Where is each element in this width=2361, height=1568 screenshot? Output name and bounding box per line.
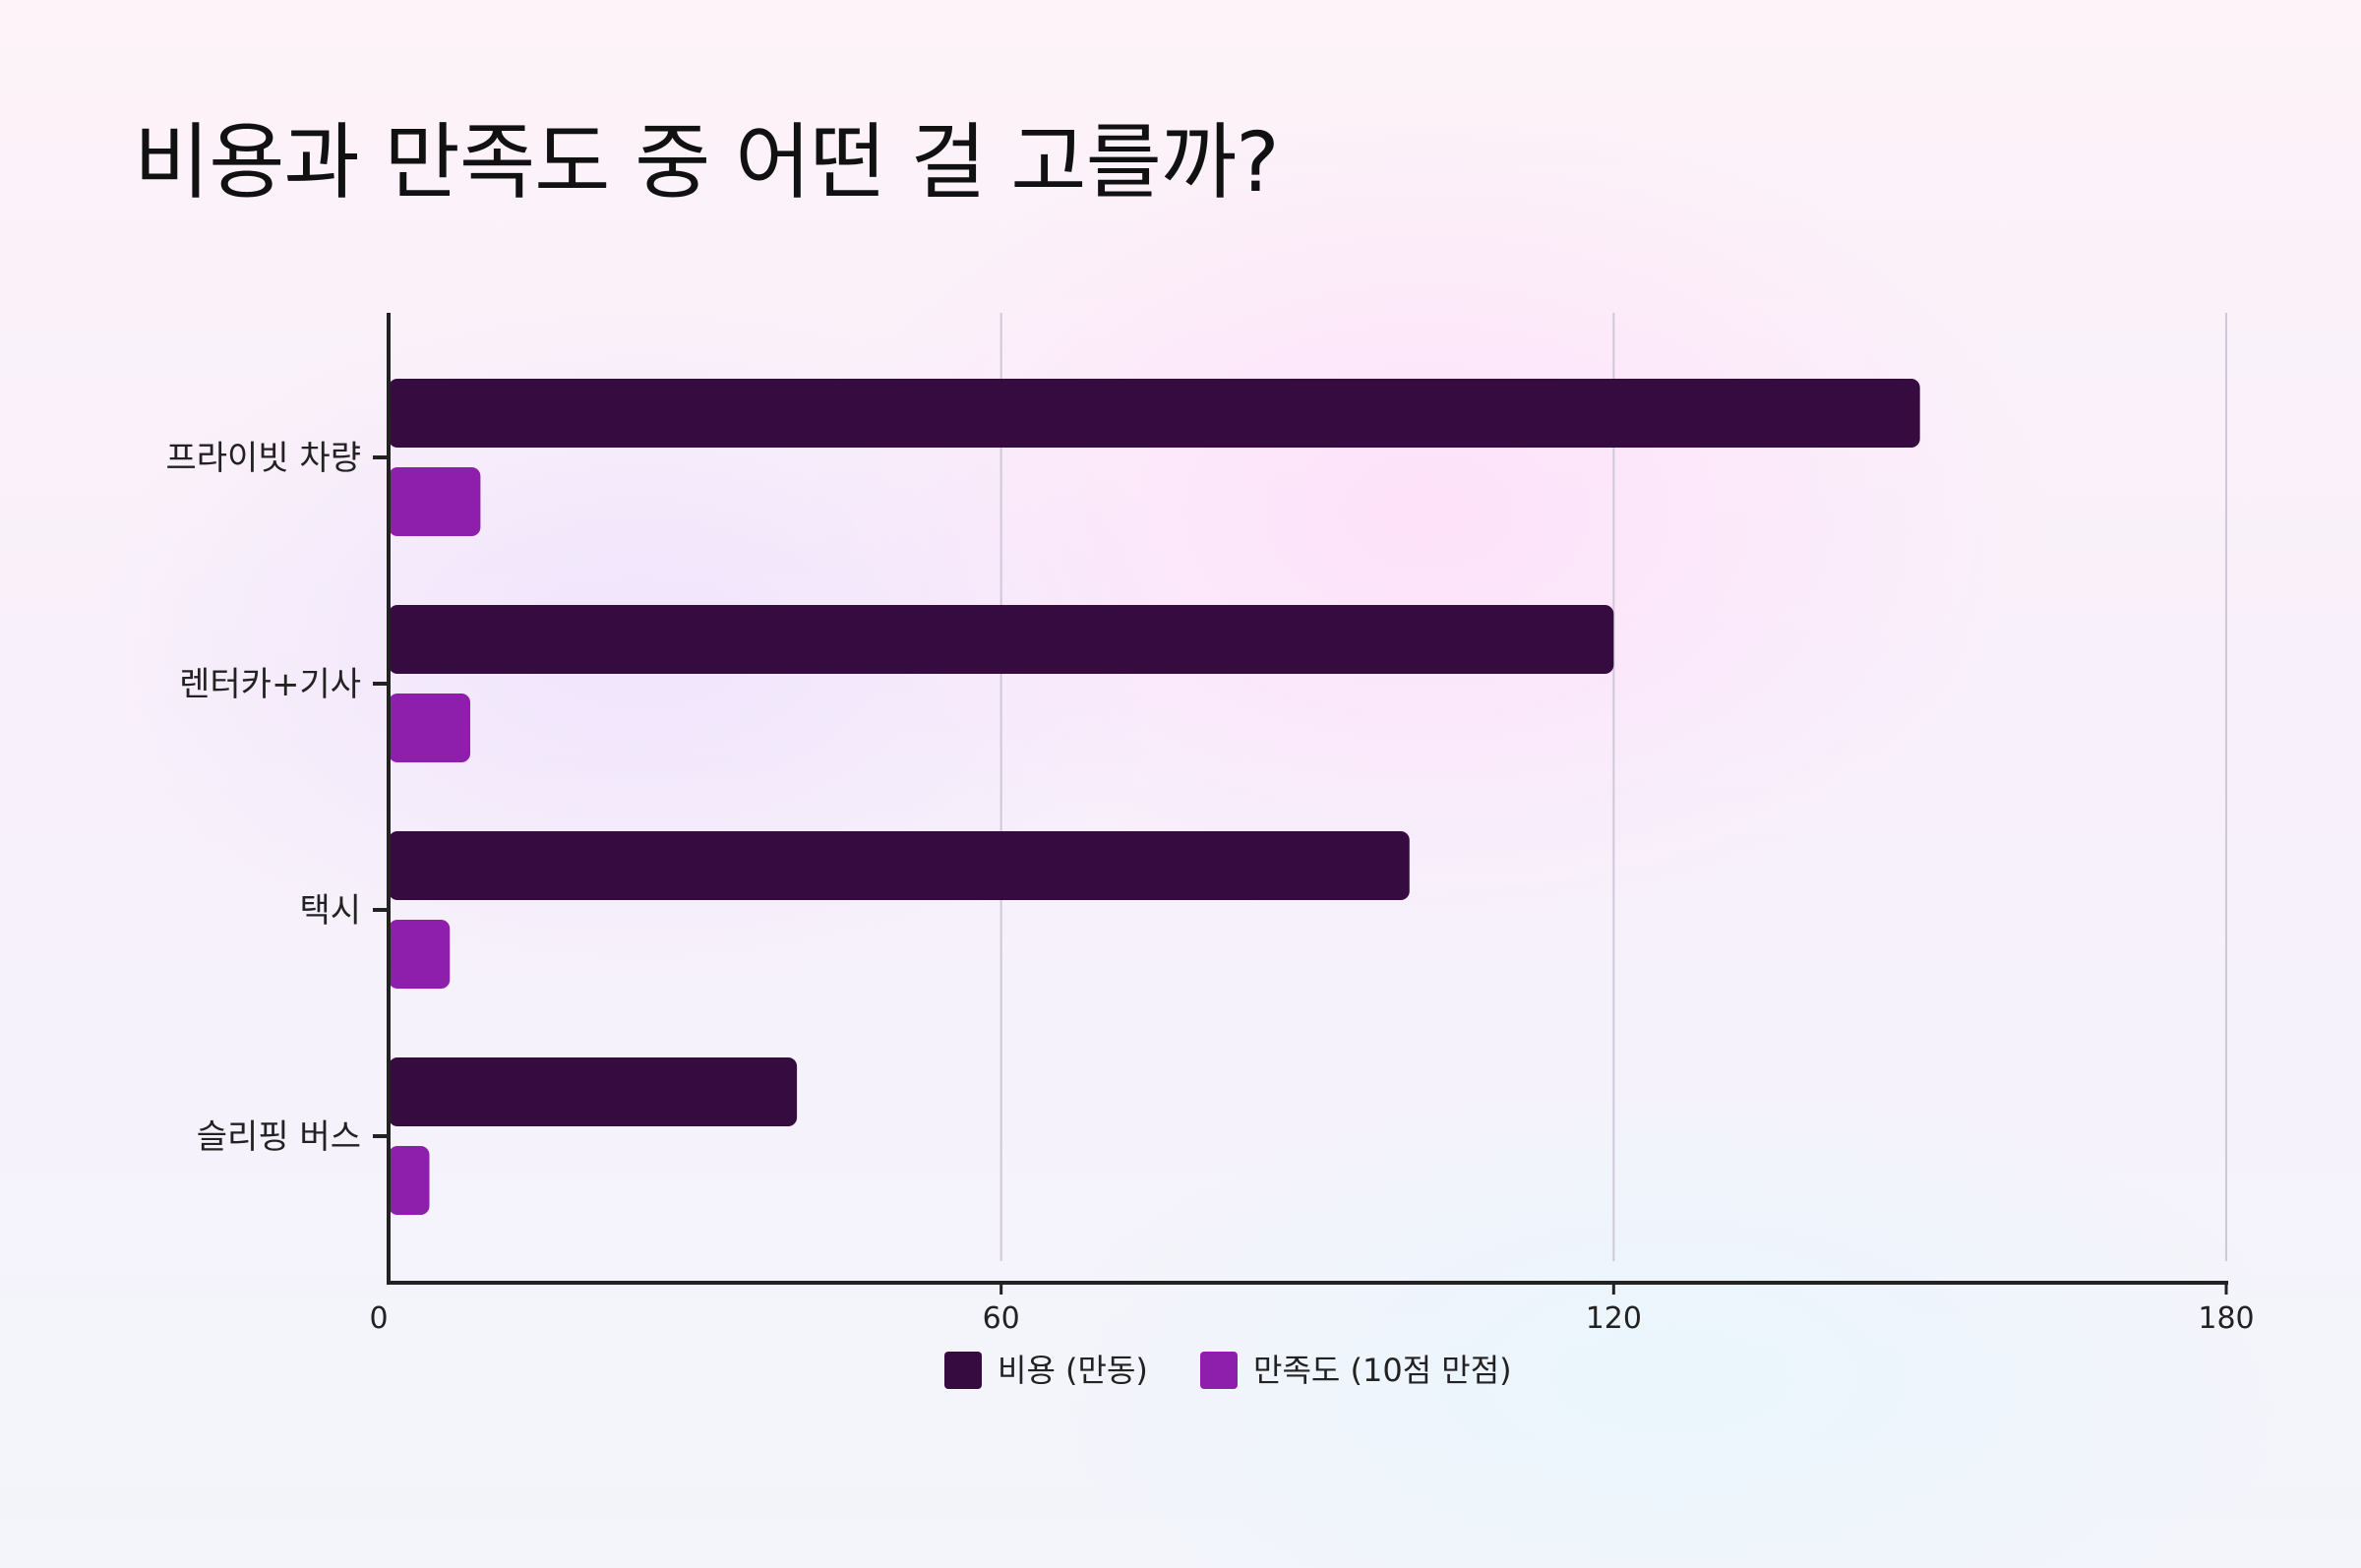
bar	[389, 467, 481, 536]
axes	[387, 313, 2228, 1285]
bar	[389, 694, 471, 762]
bars	[389, 379, 1920, 1215]
x-tick-label: 120	[1586, 1301, 1642, 1336]
bar	[389, 379, 1920, 448]
bar	[389, 1057, 798, 1126]
x-tick-label: 60	[983, 1301, 1020, 1336]
bar	[389, 831, 1410, 900]
x-tick-label: 0	[369, 1301, 388, 1336]
legend-label: 비용 (만동)	[998, 1352, 1148, 1389]
legend: 비용 (만동) 만족도 (10점 만점)	[944, 1352, 1512, 1389]
y-tick-label: 슬리핑 버스	[197, 1117, 361, 1157]
y-tick-label: 프라이빗 차량	[166, 439, 362, 478]
y-tick-label: 택시	[299, 891, 361, 931]
grid	[999, 313, 2227, 1261]
bar	[389, 605, 1614, 674]
bar	[389, 1146, 430, 1215]
bar	[389, 920, 451, 989]
legend-swatch	[944, 1352, 982, 1389]
y-tick-label: 렌터카+기사	[179, 665, 361, 704]
legend-label: 만족도 (10점 만점)	[1253, 1352, 1512, 1389]
x-ticks: 0 60 120 180	[369, 1283, 2255, 1336]
legend-swatch	[1200, 1352, 1238, 1389]
chart-title: 비용과 만족도 중 어떤 걸 고를까?	[134, 114, 1280, 211]
x-tick-label: 180	[2198, 1301, 2254, 1336]
